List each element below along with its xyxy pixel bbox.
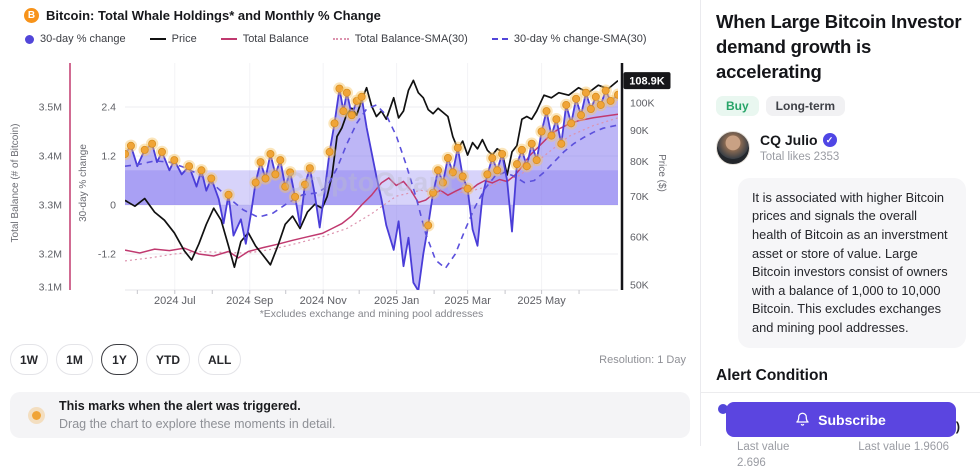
svg-text:2024 Nov: 2024 Nov [300, 295, 348, 307]
avatar[interactable] [716, 130, 750, 165]
chart-canvas[interactable]: CryptoQuant 3.5M 3.4M 3.3M 3.2M 3.1M 2.4 1.2 0 -1… [0, 55, 700, 307]
author-name-text: CQ Julio [760, 132, 818, 149]
badge-buy: Buy [716, 95, 759, 116]
svg-text:2.4: 2.4 [101, 102, 116, 114]
legend-swatch-line [220, 38, 237, 40]
badge-row: Buy Long-term [716, 95, 966, 116]
legend-swatch-dashed [491, 38, 508, 40]
alert-note: This marks when the alert was triggered.… [10, 392, 690, 438]
range-button-1m[interactable]: 1M [56, 344, 93, 375]
alert-marker-icon [28, 406, 45, 424]
svg-text:0: 0 [110, 200, 116, 212]
subscribe-button[interactable]: Subscribe [725, 402, 956, 437]
svg-text:108.9K: 108.9K [629, 75, 665, 87]
legend-swatch-dot [25, 34, 34, 44]
right-panel: When Large Bitcoin Investor demand growt… [700, 0, 980, 469]
svg-text:3.4M: 3.4M [39, 151, 62, 163]
svg-text:2025 May: 2025 May [517, 295, 566, 307]
subscribe-bar: Subscribe [701, 392, 980, 446]
author-meta: CQ Julio ✓ Total likes 2353 [760, 132, 839, 163]
svg-text:2024 Sep: 2024 Sep [226, 295, 273, 307]
svg-text:100K: 100K [630, 98, 655, 110]
note-subtitle: Drag the chart to explore these moments … [59, 417, 336, 431]
badge-long-term: Long-term [765, 95, 845, 116]
pct-axis-title: 30-day % change [78, 144, 89, 222]
svg-text:2025 Jan: 2025 Jan [374, 295, 419, 307]
range-button-1y[interactable]: 1Y [101, 344, 138, 375]
legend-item-3[interactable]: Total Balance-SMA(30) [332, 33, 468, 45]
price-line [125, 79, 618, 269]
chart-title-row: B Bitcoin: Total Whale Holdings* and Mon… [0, 0, 700, 23]
last-price-badge [623, 72, 671, 90]
svg-text:-1.2: -1.2 [98, 248, 116, 260]
description-card: It is associated with higher Bitcoin pri… [738, 177, 966, 349]
legend-item-2[interactable]: Total Balance [220, 33, 309, 45]
chart-title: Bitcoin: Total Whale Holdings* and Month… [46, 8, 381, 23]
author-likes: Total likes 2353 [760, 151, 840, 164]
legend-label: 30-day % change-SMA(30) [513, 33, 647, 45]
alert-condition-heading: Alert Condition [716, 367, 828, 385]
legend-item-4[interactable]: 30-day % change-SMA(30) [491, 33, 647, 45]
legend-label: Total Balance [242, 33, 309, 45]
range-button-1w[interactable]: 1W [10, 344, 48, 375]
legend-swatch-line [149, 38, 166, 40]
svg-text:3.5M: 3.5M [39, 102, 62, 114]
svg-text:3.1M: 3.1M [39, 282, 62, 294]
plot-area [125, 79, 618, 290]
svg-text:3.3M: 3.3M [39, 200, 62, 212]
legend-item-0[interactable]: 30-day % change [25, 33, 126, 45]
legend-label: Price [171, 33, 197, 45]
author-name[interactable]: CQ Julio ✓ [760, 132, 839, 148]
watermark: CryptoQuant [285, 167, 456, 197]
svg-text:80K: 80K [630, 156, 649, 168]
bitcoin-icon: B [24, 8, 39, 23]
note-title: This marks when the alert was triggered. [59, 398, 301, 413]
legend-label: Total Balance-SMA(30) [354, 33, 468, 45]
svg-text:3.2M: 3.2M [39, 249, 62, 261]
verified-icon: ✓ [822, 133, 837, 148]
panel-title: When Large Bitcoin Investor demand growt… [716, 11, 962, 82]
legend-swatch-dotted [332, 38, 349, 40]
svg-text:90K: 90K [630, 125, 649, 137]
resolution-label: Resolution: 1 Day [599, 354, 686, 366]
balance-axis-title: Total Balance (# of Bitcoin) [10, 124, 21, 243]
alert-note-text: This marks when the alert was triggered.… [59, 397, 336, 433]
subscribe-label: Subscribe [818, 411, 886, 428]
pct-change-sma-line [125, 104, 618, 270]
svg-text:1.2: 1.2 [101, 151, 116, 163]
range-button-ytd[interactable]: YTD [146, 344, 190, 375]
range-button-all[interactable]: ALL [198, 344, 242, 375]
svg-text:2025 Mar: 2025 Mar [444, 295, 491, 307]
legend-item-1[interactable]: Price [149, 33, 197, 45]
svg-text:60K: 60K [630, 232, 649, 244]
condition-dot-icon [718, 404, 728, 415]
chart-section: B Bitcoin: Total Whale Holdings* and Mon… [0, 0, 700, 438]
author-row: CQ Julio ✓ Total likes 2353 [716, 130, 966, 165]
alert-markers [125, 82, 618, 232]
pct-change-line [125, 87, 618, 290]
x-axis-footnote: *Excludes exchange and mining pool addre… [259, 308, 484, 320]
pct-change-area [125, 88, 618, 290]
time-range-buttons: 1W 1M 1Y YTD ALL [10, 344, 242, 375]
legend-label: 30-day % change [40, 33, 126, 45]
svg-text:50K: 50K [630, 280, 649, 292]
svg-text:2024 Jul: 2024 Jul [154, 295, 196, 307]
svg-text:70K: 70K [630, 191, 649, 203]
bell-icon [796, 412, 809, 426]
chart-legend: 30-day % change Price Total Balance Total B… [0, 23, 700, 45]
price-axis-title: Price ($) [656, 154, 667, 192]
